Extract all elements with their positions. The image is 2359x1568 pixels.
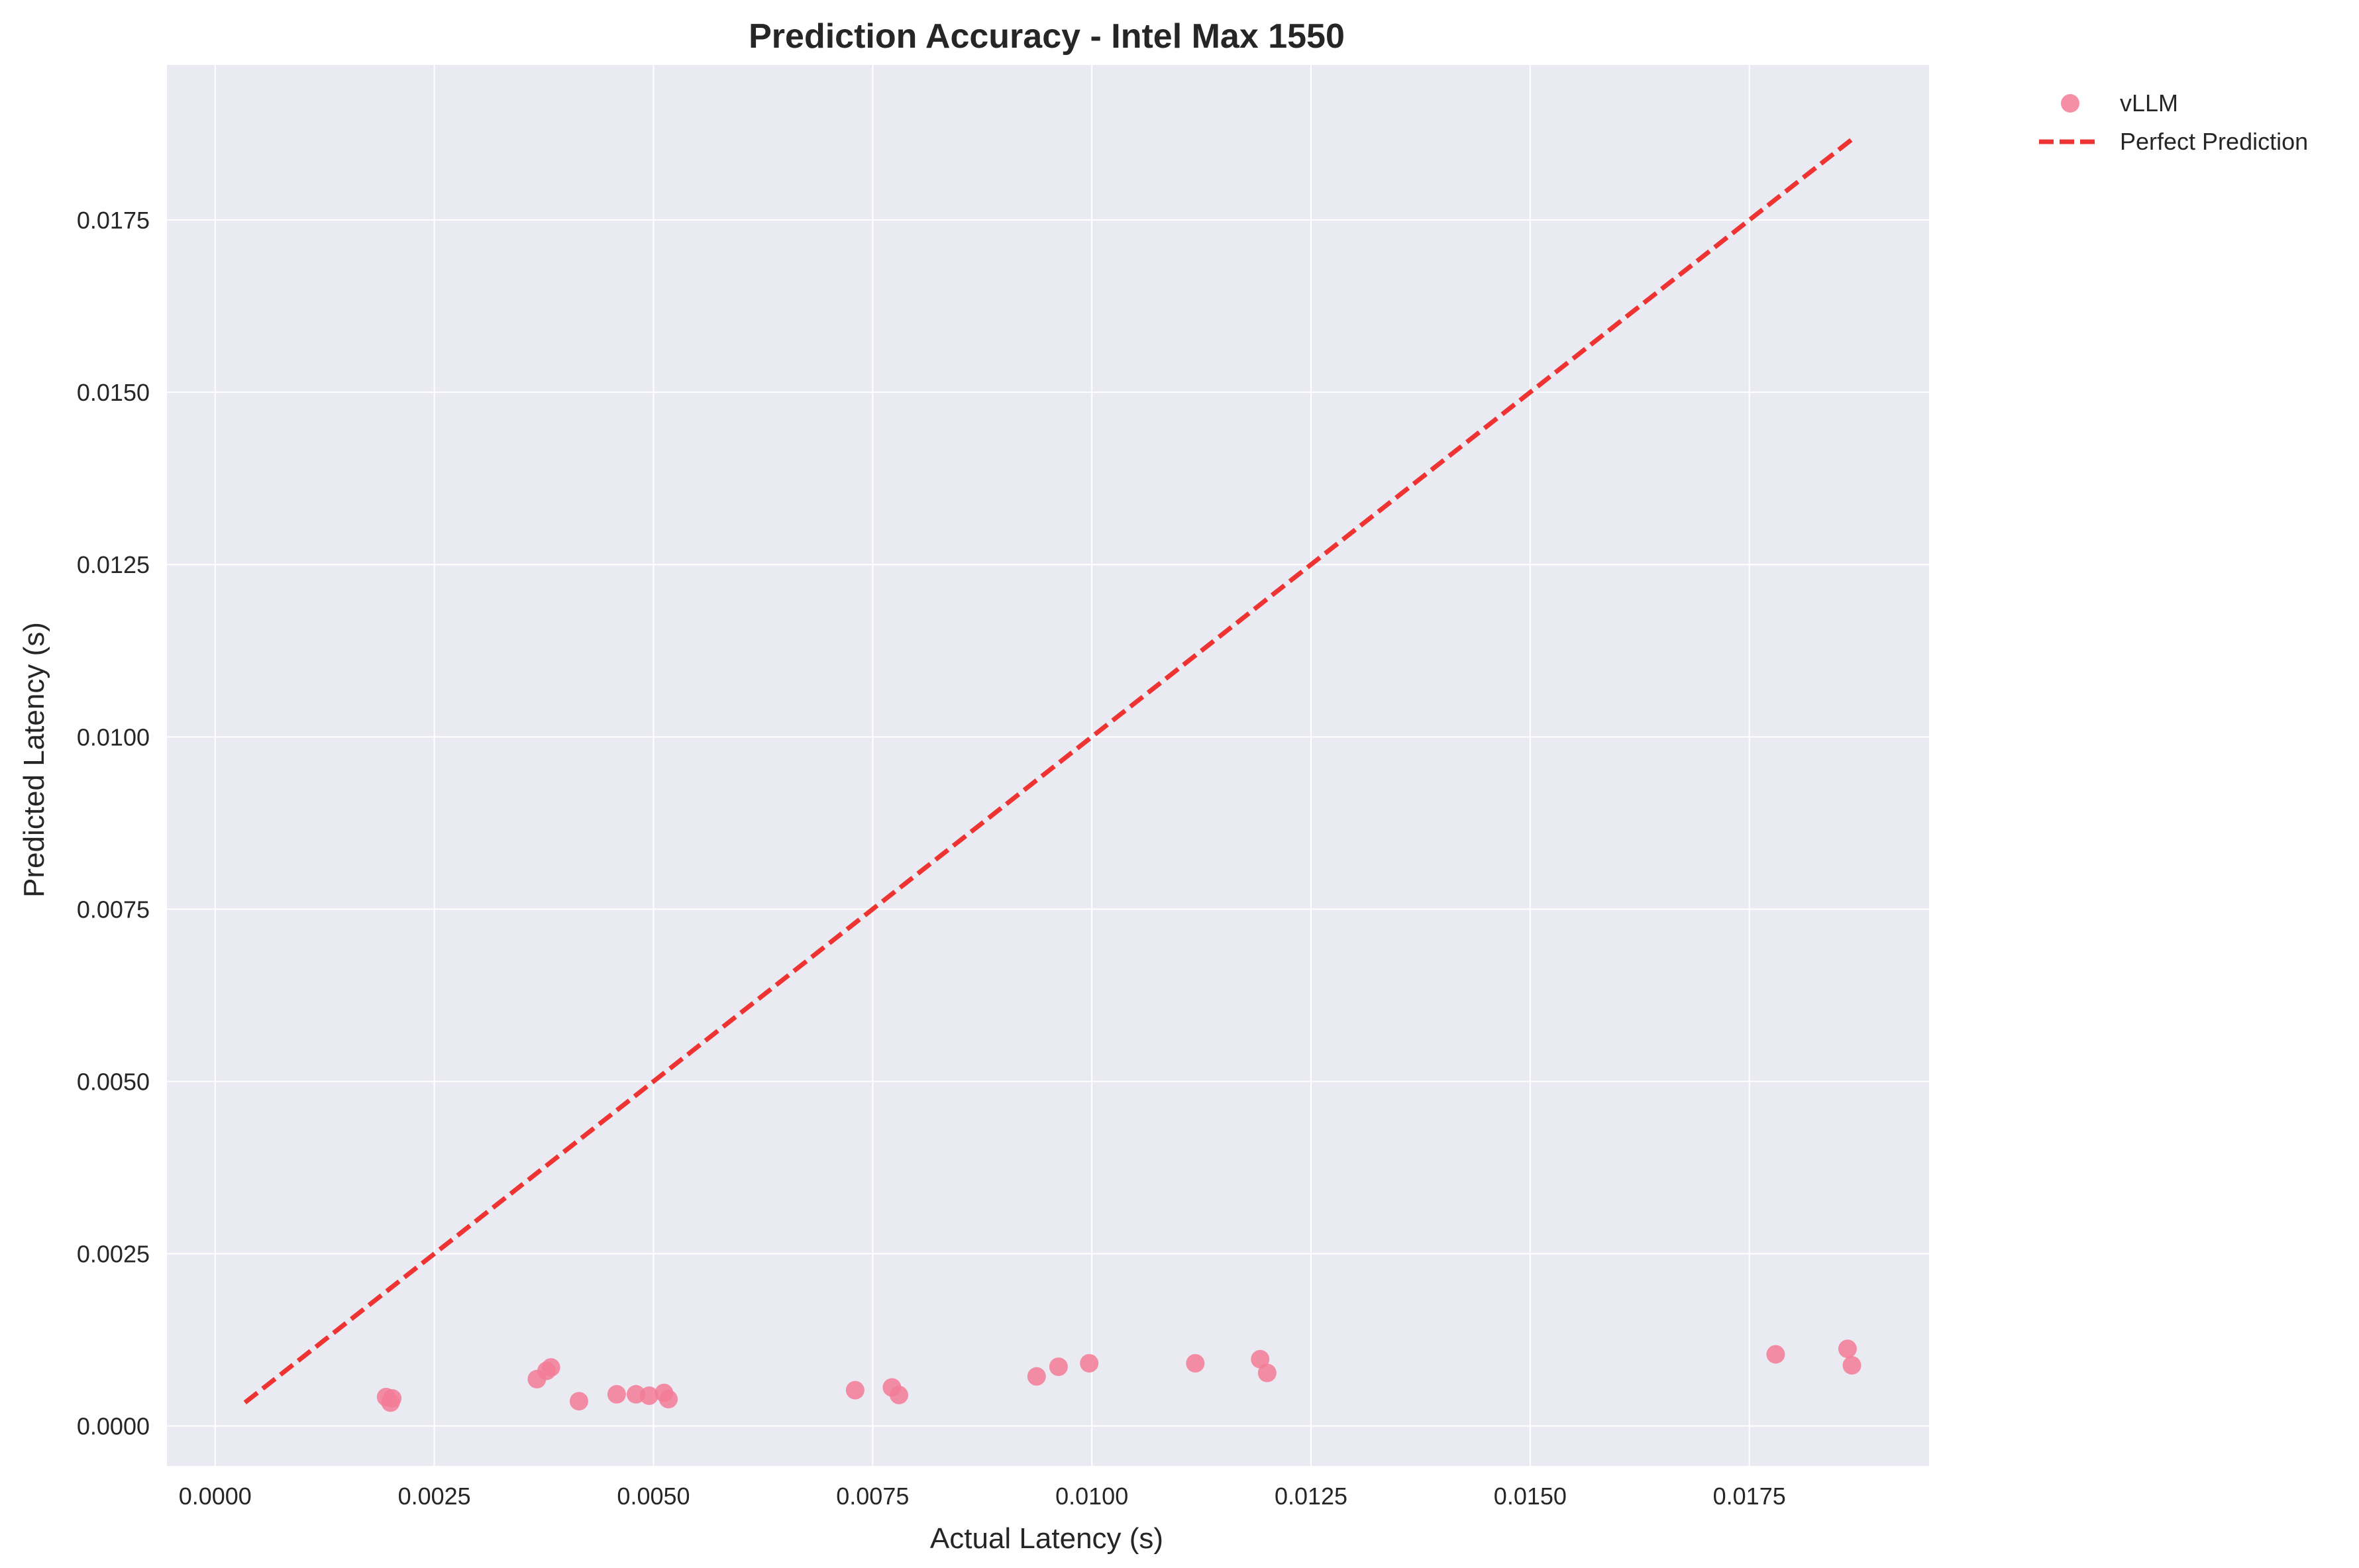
y-axis-ticks: 0.0000 0.0025 0.0050 0.0075 0.0100 0.0125 0.01… [77, 207, 150, 1440]
legend: vLLM Perfect Prediction [2039, 89, 2308, 155]
x-tick-label: 0.0025 [398, 1483, 471, 1510]
legend-label-perfect-prediction: Perfect Prediction [2120, 128, 2308, 155]
scatter-point [569, 1392, 588, 1411]
y-tick-label: 0.0075 [77, 896, 150, 923]
y-tick-label: 0.0125 [77, 551, 150, 578]
scatter-point [1842, 1356, 1861, 1375]
scatter-point [639, 1386, 658, 1405]
perfect-prediction-line-path [243, 137, 1854, 1405]
scatter-point [890, 1385, 909, 1404]
scatter-point [658, 1390, 678, 1409]
x-tick-label: 0.0125 [1275, 1483, 1347, 1510]
perfect-prediction-line [243, 137, 1854, 1405]
x-tick-label: 0.0175 [1713, 1483, 1786, 1510]
scatter-point [1186, 1353, 1205, 1373]
y-tick-label: 0.0050 [77, 1068, 150, 1095]
scatter-point [1766, 1345, 1785, 1364]
y-tick-label: 0.0150 [77, 379, 150, 406]
x-tick-label: 0.0150 [1494, 1483, 1567, 1510]
vllm-scatter-series [376, 1339, 1861, 1412]
y-axis-label: Predicted Latency (s) [18, 622, 50, 898]
x-axis-ticks: 0.0000 0.0025 0.0050 0.0075 0.0100 0.0125 0.01… [179, 1483, 1786, 1510]
legend-label-vllm: vLLM [2120, 89, 2178, 117]
scatter-point [541, 1358, 560, 1377]
chart-title: Prediction Accuracy - Intel Max 1550 [749, 17, 1345, 56]
scatter-point [607, 1385, 626, 1404]
x-axis-label: Actual Latency (s) [930, 1522, 1163, 1555]
scatter-point [1080, 1353, 1099, 1373]
scatter-point [1257, 1363, 1277, 1383]
scatter-point [845, 1381, 865, 1400]
scatter-point [381, 1393, 400, 1412]
x-tick-label: 0.0075 [836, 1483, 909, 1510]
scatter-point [1027, 1367, 1046, 1386]
legend-marker-vllm [2061, 94, 2079, 113]
x-gridlines [214, 65, 1750, 1466]
y-tick-label: 0.0100 [77, 723, 150, 751]
scatter-point [1838, 1339, 1857, 1359]
y-tick-label: 0.0175 [77, 207, 150, 234]
y-tick-label: 0.0025 [77, 1241, 150, 1268]
scatter-point [1251, 1349, 1270, 1369]
y-tick-label: 0.0000 [77, 1413, 150, 1440]
x-tick-label: 0.0000 [179, 1483, 252, 1510]
x-tick-label: 0.0050 [617, 1483, 690, 1510]
y-gridlines [167, 219, 1929, 1427]
x-tick-label: 0.0100 [1055, 1483, 1128, 1510]
scatter-point [1049, 1357, 1068, 1377]
